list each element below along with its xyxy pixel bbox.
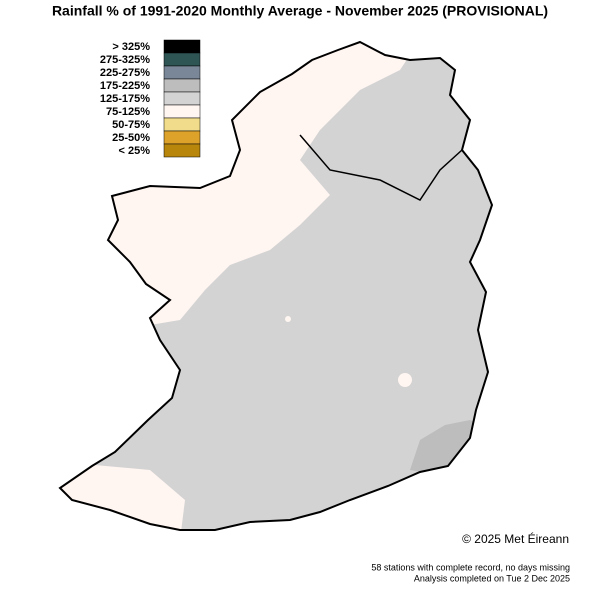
legend-label: 125-175%	[100, 93, 150, 105]
legend-label: < 25%	[119, 145, 151, 157]
legend-label: 25-50%	[112, 132, 150, 144]
border	[299, 134, 463, 201]
legend-swatch	[163, 91, 201, 106]
legend-swatch	[163, 104, 201, 119]
coastline	[58, 40, 494, 531]
legend-label: 50-75%	[112, 119, 150, 131]
region-75-125-spot	[398, 373, 412, 387]
copyright: © 2025 Met Éireann	[462, 531, 569, 546]
legend: > 325%275-325%225-275%175-225%125-175%75…	[100, 39, 201, 158]
legend-label: 225-275%	[100, 67, 150, 79]
legend-swatch	[163, 117, 201, 132]
legend-label: 75-125%	[106, 106, 150, 118]
legend-label: 275-325%	[100, 54, 150, 66]
legend-label: > 325%	[112, 41, 150, 53]
legend-swatch	[163, 130, 201, 145]
legend-swatch	[163, 78, 201, 93]
legend-label: 175-225%	[100, 80, 150, 92]
legend-swatch	[163, 143, 201, 158]
map-title: Rainfall % of 1991-2020 Monthly Average …	[52, 3, 548, 19]
region-75-125-spot	[285, 316, 291, 322]
legend-swatch	[163, 39, 201, 54]
note: 58 stations with complete record, no day…	[371, 562, 570, 572]
legend-swatch	[163, 65, 201, 80]
note: Analysis completed on Tue 2 Dec 2025	[414, 573, 570, 583]
legend-swatch	[163, 52, 201, 67]
